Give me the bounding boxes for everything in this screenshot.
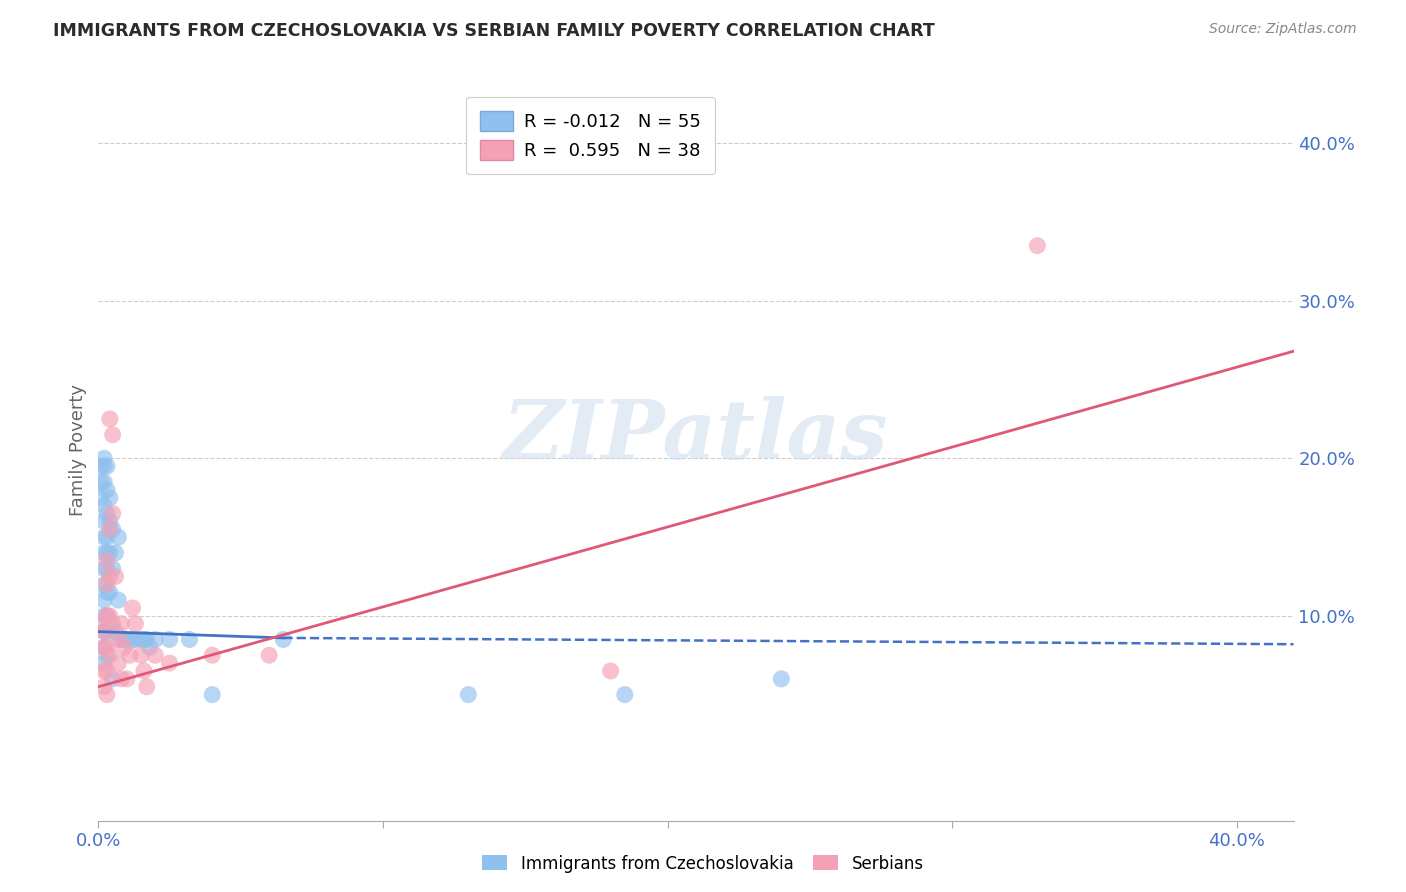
Point bbox=[96, 483, 118, 497]
Point bbox=[112, 632, 135, 647]
Point bbox=[93, 514, 115, 528]
Point bbox=[93, 459, 115, 474]
Point bbox=[132, 632, 155, 647]
Point bbox=[93, 561, 115, 575]
Point bbox=[98, 491, 121, 505]
Point bbox=[90, 616, 112, 631]
Point bbox=[257, 648, 280, 663]
Point bbox=[110, 632, 132, 647]
Point bbox=[96, 624, 118, 639]
Point bbox=[1026, 238, 1049, 252]
Point bbox=[101, 507, 124, 521]
Point bbox=[93, 499, 115, 513]
Point bbox=[115, 672, 138, 686]
Point bbox=[599, 664, 621, 678]
Point bbox=[93, 475, 115, 489]
Point bbox=[93, 640, 115, 655]
Point bbox=[143, 632, 166, 647]
Point bbox=[124, 616, 146, 631]
Point bbox=[96, 554, 118, 568]
Point bbox=[104, 546, 127, 560]
Point bbox=[129, 632, 152, 647]
Point bbox=[93, 656, 115, 670]
Point bbox=[107, 632, 129, 647]
Point bbox=[135, 680, 157, 694]
Point bbox=[90, 459, 112, 474]
Point bbox=[124, 632, 146, 647]
Text: IMMIGRANTS FROM CZECHOSLOVAKIA VS SERBIAN FAMILY POVERTY CORRELATION CHART: IMMIGRANTS FROM CZECHOSLOVAKIA VS SERBIA… bbox=[53, 22, 935, 40]
Point bbox=[98, 585, 121, 599]
Point bbox=[93, 577, 115, 591]
Point bbox=[107, 530, 129, 544]
Point bbox=[96, 664, 118, 678]
Point bbox=[90, 475, 112, 489]
Point bbox=[98, 546, 121, 560]
Point bbox=[98, 522, 121, 536]
Point bbox=[457, 688, 479, 702]
Point bbox=[104, 569, 127, 583]
Point bbox=[98, 648, 121, 663]
Point bbox=[98, 514, 121, 528]
Point bbox=[93, 680, 115, 694]
Point bbox=[93, 624, 115, 639]
Point bbox=[96, 530, 118, 544]
Point bbox=[96, 585, 118, 599]
Point bbox=[101, 616, 124, 631]
Point bbox=[118, 648, 141, 663]
Point bbox=[98, 608, 121, 623]
Point bbox=[90, 491, 112, 505]
Point bbox=[93, 451, 115, 466]
Point bbox=[96, 688, 118, 702]
Text: Source: ZipAtlas.com: Source: ZipAtlas.com bbox=[1209, 22, 1357, 37]
Point bbox=[93, 640, 115, 655]
Point bbox=[93, 593, 115, 607]
Point bbox=[96, 648, 118, 663]
Point bbox=[132, 664, 155, 678]
Point bbox=[273, 632, 295, 647]
Point bbox=[112, 640, 135, 655]
Point bbox=[110, 616, 132, 631]
Point bbox=[107, 593, 129, 607]
Point bbox=[104, 624, 127, 639]
Point bbox=[96, 459, 118, 474]
Point bbox=[159, 656, 181, 670]
Point bbox=[201, 648, 224, 663]
Point bbox=[110, 672, 132, 686]
Point bbox=[96, 546, 118, 560]
Point bbox=[96, 608, 118, 623]
Point bbox=[201, 688, 224, 702]
Point bbox=[121, 632, 143, 647]
Point bbox=[121, 601, 143, 615]
Point bbox=[101, 672, 124, 686]
Point bbox=[96, 640, 118, 655]
Point bbox=[135, 632, 157, 647]
Legend: R = -0.012   N = 55, R =  0.595   N = 38: R = -0.012 N = 55, R = 0.595 N = 38 bbox=[465, 96, 716, 175]
Point bbox=[93, 624, 115, 639]
Point bbox=[93, 546, 115, 560]
Point bbox=[96, 507, 118, 521]
Point bbox=[93, 530, 115, 544]
Point bbox=[107, 656, 129, 670]
Point bbox=[138, 640, 160, 655]
Point bbox=[96, 577, 118, 591]
Y-axis label: Family Poverty: Family Poverty bbox=[69, 384, 87, 516]
Point bbox=[101, 561, 124, 575]
Legend: Immigrants from Czechoslovakia, Serbians: Immigrants from Czechoslovakia, Serbians bbox=[475, 848, 931, 880]
Point bbox=[98, 569, 121, 583]
Point bbox=[101, 427, 124, 442]
Point bbox=[96, 561, 118, 575]
Point bbox=[101, 522, 124, 536]
Text: ZIPatlas: ZIPatlas bbox=[503, 396, 889, 475]
Point bbox=[93, 664, 115, 678]
Point bbox=[159, 632, 181, 647]
Point bbox=[129, 648, 152, 663]
Point bbox=[98, 412, 121, 426]
Point bbox=[179, 632, 201, 647]
Point bbox=[96, 608, 118, 623]
Point bbox=[143, 648, 166, 663]
Point bbox=[613, 688, 636, 702]
Point bbox=[115, 632, 138, 647]
Point bbox=[770, 672, 793, 686]
Point bbox=[93, 608, 115, 623]
